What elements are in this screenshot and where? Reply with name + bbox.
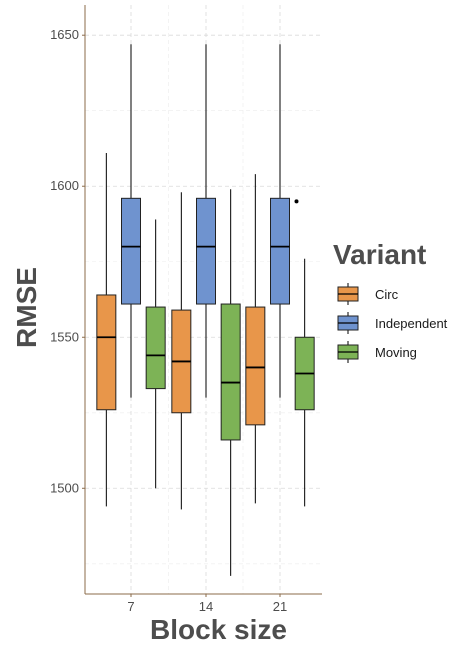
box [270,197,290,305]
x-tick-label: 14 [199,599,213,614]
boxplot-circ-7 [96,153,117,507]
legend-key-circ [337,283,359,305]
x-tick-labels: 7 14 21 [127,594,287,614]
y-tick-labels: 1500 1550 1600 1650 [50,27,85,495]
boxplot-circ-14 [171,192,192,510]
boxplot-independent-7 [121,44,141,398]
y-tick-label: 1650 [50,27,79,42]
boxplot-independent-14 [196,44,216,398]
legend-label-independent: Independent [375,316,448,331]
boxplot-moving-14 [220,189,241,576]
box [121,197,141,305]
y-tick-label: 1500 [50,480,79,495]
legend: Variant Circ Independent Moving [333,239,448,363]
box [196,197,216,305]
box [220,303,241,441]
boxplot-moving-21 [294,258,315,507]
legend-label-circ: Circ [375,287,399,302]
x-tick-label: 21 [273,599,287,614]
boxplots [96,44,315,576]
x-axis-title: Block size [150,614,287,645]
legend-key-independent [337,312,359,334]
y-tick-label: 1600 [50,178,79,193]
boxplot-independent-21 [270,44,299,398]
box [145,306,166,390]
outlier-point [294,199,299,204]
y-axis-title: RMSE [11,267,42,348]
box [245,306,266,426]
boxplot-circ-21 [245,174,266,504]
y-tick-label: 1550 [50,329,79,344]
box [96,294,117,411]
x-tick-label: 7 [127,599,134,614]
legend-label-moving: Moving [375,345,417,360]
legend-key-moving [337,341,359,363]
legend-title: Variant [333,239,426,270]
boxplot-moving-7 [145,219,166,489]
